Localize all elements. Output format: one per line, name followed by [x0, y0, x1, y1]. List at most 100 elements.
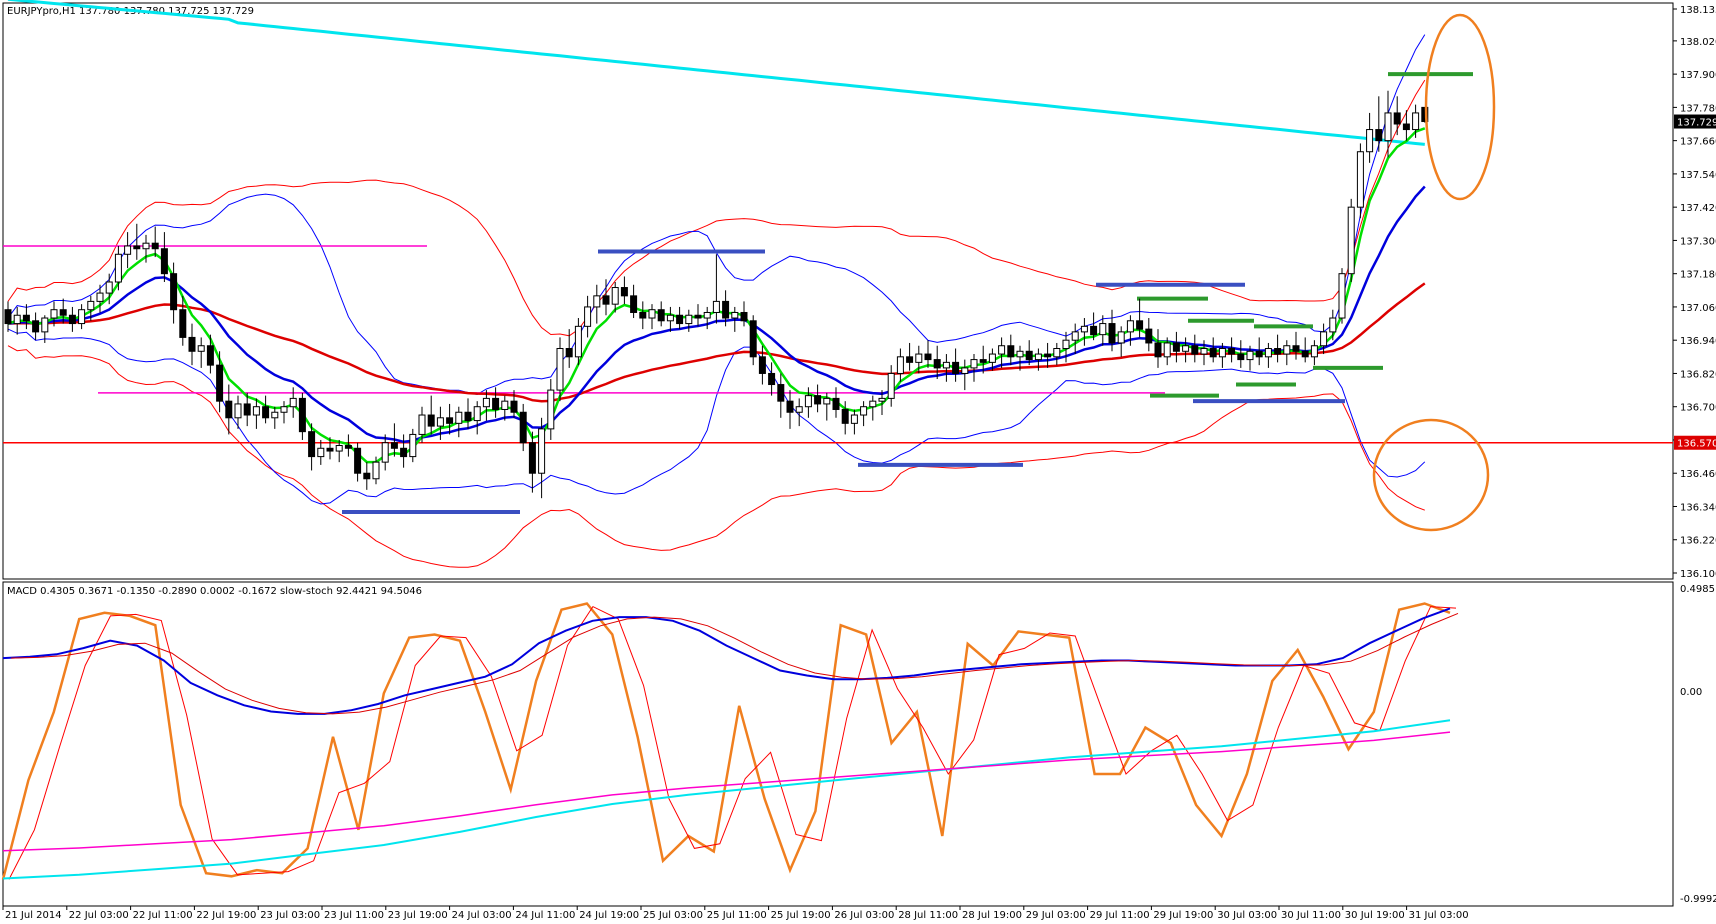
- price-axis-label: 138.135: [1680, 5, 1716, 16]
- indicator-layer: [1, 602, 1459, 880]
- candle-body: [1209, 348, 1217, 358]
- candle-body: [850, 414, 858, 424]
- ema-long-line: [7, 0, 1425, 146]
- candle-body: [777, 384, 785, 402]
- candle-body: [446, 417, 454, 424]
- candle-body: [556, 348, 564, 391]
- candle-body: [1402, 123, 1410, 131]
- indicator-axis-label: 0.4985: [1680, 584, 1715, 595]
- candle: [850, 409, 858, 435]
- candle: [482, 390, 490, 421]
- candle-body: [1274, 348, 1282, 355]
- time-axis-label: 30 Jul 19:00: [1345, 910, 1405, 921]
- candle: [87, 295, 95, 321]
- candle: [528, 431, 536, 493]
- candle: [206, 334, 214, 374]
- support-price-label: 136.570: [1677, 439, 1716, 450]
- candle-body: [1228, 348, 1236, 355]
- candle-body: [648, 309, 656, 319]
- candle-body: [1320, 331, 1328, 347]
- candle: [777, 373, 785, 418]
- candle: [611, 281, 619, 313]
- candle: [1384, 90, 1392, 158]
- candle: [418, 406, 426, 443]
- candle: [630, 284, 638, 319]
- candle-body: [1163, 342, 1171, 358]
- candle-body: [151, 242, 159, 250]
- price-axis-label: 136.700: [1680, 403, 1716, 414]
- time-axis-label: 21 Jul 2014: [5, 910, 62, 921]
- candle-body: [869, 400, 877, 408]
- candle: [915, 345, 923, 374]
- candle: [593, 284, 601, 324]
- candle-body: [915, 353, 923, 363]
- candle: [795, 398, 803, 427]
- candle-body: [749, 320, 757, 358]
- candle: [1329, 309, 1337, 341]
- candle-body: [436, 417, 444, 427]
- candle: [1080, 318, 1088, 346]
- candle-body: [206, 345, 214, 366]
- candle: [823, 392, 831, 421]
- bollinger-wide-lower: [7, 345, 1425, 568]
- price-axis-label: 136.340: [1680, 502, 1716, 513]
- candle-body: [363, 472, 371, 480]
- candle: [1108, 309, 1116, 352]
- time-axis-label: 28 Jul 11:00: [898, 910, 958, 921]
- candle: [252, 398, 260, 429]
- candle: [188, 323, 196, 366]
- time-axis-label: 22 Jul 11:00: [133, 910, 193, 921]
- candle-body: [41, 317, 49, 333]
- candle: [648, 304, 656, 330]
- candle: [1200, 340, 1208, 366]
- candle: [32, 312, 40, 341]
- candle: [1320, 323, 1328, 355]
- candle-body: [841, 408, 849, 424]
- candle: [1163, 337, 1171, 366]
- candle: [639, 301, 647, 330]
- candle: [740, 301, 748, 327]
- candle-body: [22, 314, 30, 322]
- candle-body: [1136, 320, 1144, 330]
- price-axis-label: 137.660: [1680, 137, 1716, 148]
- candle-body: [1191, 345, 1199, 355]
- candle: [473, 401, 481, 435]
- candle-body: [409, 433, 417, 458]
- candle-body: [952, 361, 960, 374]
- candle-body: [906, 356, 914, 363]
- candle: [1412, 104, 1420, 138]
- candle-body: [602, 295, 610, 305]
- candle-body: [142, 242, 150, 250]
- candle: [1237, 340, 1245, 368]
- candle-body: [13, 314, 21, 325]
- candle: [584, 295, 592, 338]
- candle-body: [731, 311, 739, 319]
- candle: [170, 262, 178, 324]
- candle-body: [197, 345, 205, 352]
- time-axis-label: 29 Jul 03:00: [1026, 910, 1086, 921]
- candle-body: [538, 428, 546, 474]
- price-axis-label: 136.460: [1680, 469, 1716, 480]
- candle: [133, 223, 141, 260]
- candle: [1274, 334, 1282, 363]
- candle-body: [179, 309, 187, 338]
- candle: [970, 354, 978, 382]
- candle: [878, 390, 886, 416]
- candle: [896, 348, 904, 382]
- time-axis-label: 24 Jul 11:00: [515, 910, 575, 921]
- candle: [1246, 345, 1254, 371]
- candle-body: [933, 359, 941, 369]
- candle: [464, 398, 472, 429]
- price-axis-label: 136.220: [1680, 536, 1716, 547]
- candle: [841, 401, 849, 435]
- candle: [59, 298, 67, 324]
- candle: [694, 304, 702, 327]
- candle: [234, 395, 242, 429]
- candle-body: [547, 389, 555, 430]
- candle-body: [924, 353, 932, 361]
- candle: [400, 434, 408, 468]
- candle-body: [1117, 331, 1125, 344]
- time-axis-label: 25 Jul 19:00: [771, 910, 831, 921]
- candle-body: [1090, 325, 1098, 336]
